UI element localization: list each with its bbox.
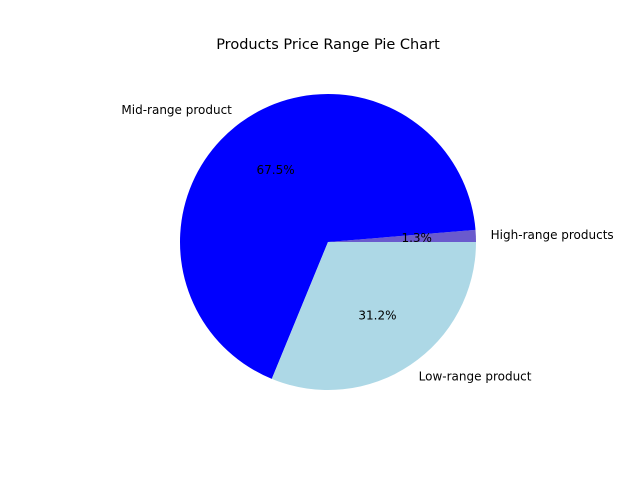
slice-label: High-range products xyxy=(491,228,614,242)
slice-percent-label: 67.5% xyxy=(257,163,295,177)
slice-label: Mid-range product xyxy=(121,103,232,117)
pie-slices xyxy=(179,94,476,390)
pie-slice-high-range-products xyxy=(328,229,476,242)
slice-percent-label: 1.3% xyxy=(401,231,432,245)
slice-percent-label: 31.2% xyxy=(358,308,396,322)
pie-slice-low-range-product xyxy=(271,242,476,390)
pie-labels: High-range products 1.3% Mid-range product… xyxy=(121,103,613,384)
chart-title: Products Price Range Pie Chart xyxy=(216,37,440,53)
slice-label: Low-range product xyxy=(419,370,532,384)
pie-slice-mid-range-product xyxy=(179,94,476,379)
